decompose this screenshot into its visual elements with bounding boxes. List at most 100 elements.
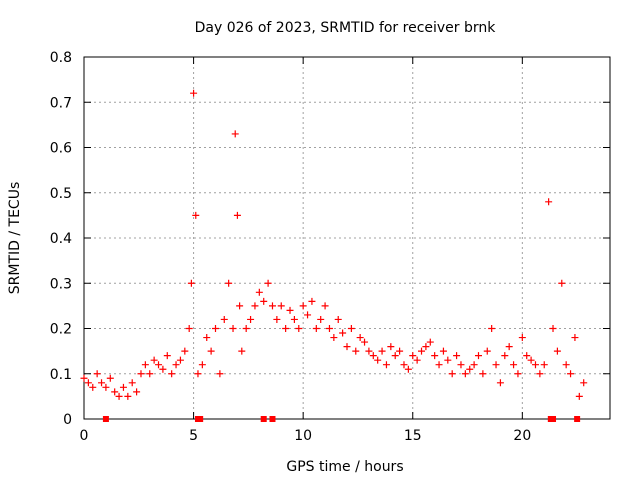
data-point: [510, 361, 518, 369]
data-point: [277, 302, 285, 310]
data-point: [295, 325, 303, 332]
data-point: [150, 356, 158, 364]
data-point: [567, 370, 575, 378]
data-point: [80, 374, 88, 382]
data-point: [536, 370, 544, 378]
zero-marker: [269, 416, 276, 422]
data-point: [492, 361, 500, 369]
data-point: [396, 347, 404, 355]
data-point: [382, 361, 390, 369]
data-point: [102, 383, 110, 391]
data-point: [212, 325, 219, 332]
data-point: [448, 370, 456, 378]
data-point: [89, 383, 97, 391]
x-tick-label: 5: [189, 428, 198, 444]
data-point: [404, 365, 412, 373]
data-point: [185, 325, 193, 332]
y-tick-label: 0.5: [50, 186, 72, 202]
data-point: [176, 356, 184, 364]
y-tick-label: 0.8: [50, 50, 72, 66]
x-axis-label: GPS time / hours: [286, 459, 403, 475]
data-point: [339, 329, 347, 337]
data-point: [374, 356, 382, 364]
data-point: [172, 361, 180, 369]
data-point: [549, 325, 557, 332]
data-point: [308, 297, 316, 305]
data-point: [119, 383, 127, 391]
data-point: [330, 334, 338, 342]
data-point: [93, 370, 101, 378]
data-point: [317, 315, 325, 323]
y-tick-label: 0: [63, 412, 72, 428]
data-point: [198, 361, 206, 369]
data-point: [422, 343, 430, 351]
data-point: [255, 288, 263, 296]
data-point: [268, 302, 276, 310]
y-tick-label: 0.4: [50, 231, 72, 247]
grid-lines: [84, 57, 610, 419]
data-point: [527, 356, 535, 364]
data-point: [356, 334, 364, 342]
data-point: [352, 347, 360, 355]
data-point: [466, 365, 474, 373]
data-point: [545, 198, 553, 206]
data-point: [369, 352, 377, 360]
data-point: [238, 347, 246, 355]
data-point: [523, 352, 531, 360]
data-point: [229, 325, 237, 332]
data-point: [286, 306, 294, 314]
y-tick-label: 0.6: [50, 141, 72, 157]
data-points: [80, 89, 588, 400]
data-point: [488, 325, 496, 332]
data-point: [558, 279, 566, 287]
data-point: [439, 347, 447, 355]
data-point: [453, 352, 461, 360]
data-point: [159, 365, 167, 373]
data-point: [426, 338, 434, 346]
data-point: [540, 361, 548, 369]
data-point: [325, 325, 333, 332]
data-point: [264, 279, 272, 287]
data-point: [231, 130, 239, 138]
data-point: [391, 352, 399, 360]
data-point: [168, 370, 176, 378]
data-point: [111, 388, 119, 396]
zero-marker: [574, 416, 581, 422]
data-point: [203, 334, 211, 342]
data-point: [137, 370, 145, 378]
data-point: [225, 279, 233, 287]
data-point: [192, 211, 200, 219]
zero-marker: [197, 416, 204, 422]
data-point: [133, 388, 141, 396]
data-point: [106, 374, 114, 382]
data-point: [435, 361, 443, 369]
data-point: [194, 370, 202, 378]
data-point: [431, 352, 439, 360]
y-tick-label: 0.1: [50, 367, 72, 383]
data-point: [461, 370, 469, 378]
data-point: [470, 361, 478, 369]
data-point: [365, 347, 373, 355]
data-point: [575, 392, 583, 400]
data-point: [387, 343, 395, 351]
data-point: [400, 361, 408, 369]
data-point: [553, 347, 561, 355]
data-point: [163, 352, 171, 360]
data-point: [216, 370, 224, 378]
x-tick-label: 20: [513, 428, 531, 444]
data-point: [514, 370, 522, 378]
data-point: [247, 315, 255, 323]
chart-title: Day 026 of 2023, SRMTID for receiver brn…: [195, 20, 497, 36]
data-point: [444, 356, 452, 364]
data-point: [580, 379, 588, 387]
data-point: [321, 302, 329, 310]
data-point: [334, 315, 342, 323]
plot-frame: [83, 56, 611, 420]
x-tick-label: 0: [80, 428, 89, 444]
data-point: [457, 361, 465, 369]
zero-marker: [550, 416, 557, 422]
data-point: [115, 392, 123, 400]
data-point: [273, 315, 281, 323]
data-point: [562, 361, 570, 369]
